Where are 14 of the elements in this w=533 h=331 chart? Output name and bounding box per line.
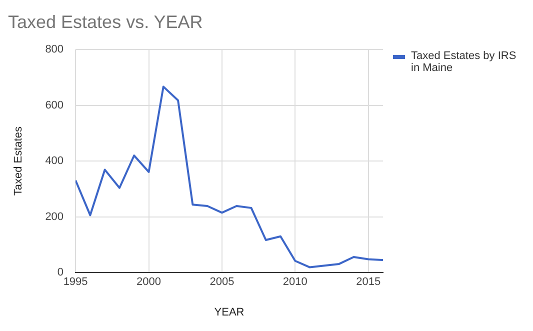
y-tick-label: 400 (45, 155, 64, 168)
y-tick-label: 200 (45, 210, 64, 223)
x-tick-label: 2015 (356, 276, 381, 288)
y-axis-title: Taxed Estates (12, 126, 25, 196)
y-tick-label: 0 (57, 266, 64, 279)
x-tick-label: 2000 (136, 276, 161, 288)
y-tick-label: 800 (45, 44, 64, 56)
x-tick-label: 1995 (63, 276, 88, 288)
x-tick-label: 2010 (282, 276, 308, 288)
x-axis-title: YEAR (214, 306, 244, 318)
y-tick-label: 600 (45, 99, 64, 112)
legend-label: Taxed Estates by IRS in Maine (411, 50, 518, 74)
x-tick-label: 2005 (210, 276, 234, 288)
chart-title: Taxed Estates vs. YEAR (8, 12, 203, 32)
